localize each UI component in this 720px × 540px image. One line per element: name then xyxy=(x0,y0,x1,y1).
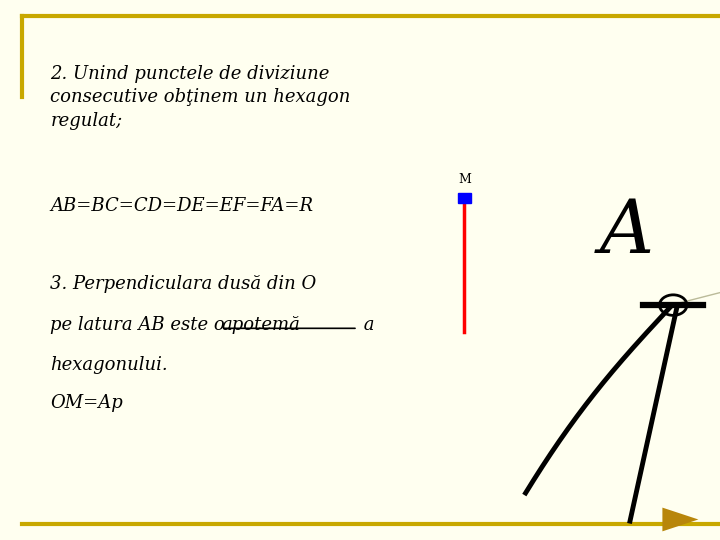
Text: AB=BC=CD=DE=EF=FA=R: AB=BC=CD=DE=EF=FA=R xyxy=(50,197,313,215)
Text: 2. Unind punctele de diviziune
consecutive obţinem un hexagon
regulat;: 2. Unind punctele de diviziune consecuti… xyxy=(50,65,351,130)
Text: a: a xyxy=(358,316,374,334)
Text: apotemă: apotemă xyxy=(221,316,300,334)
Bar xyxy=(458,193,471,202)
Text: A: A xyxy=(599,196,654,268)
Text: pe latura AB este o: pe latura AB este o xyxy=(50,316,231,334)
Polygon shape xyxy=(662,508,698,531)
Text: hexagonului.: hexagonului. xyxy=(50,356,168,374)
Text: OM=Ap: OM=Ap xyxy=(50,394,123,412)
Text: M: M xyxy=(458,173,471,186)
Text: 3. Perpendiculara dusă din O: 3. Perpendiculara dusă din O xyxy=(50,275,317,293)
